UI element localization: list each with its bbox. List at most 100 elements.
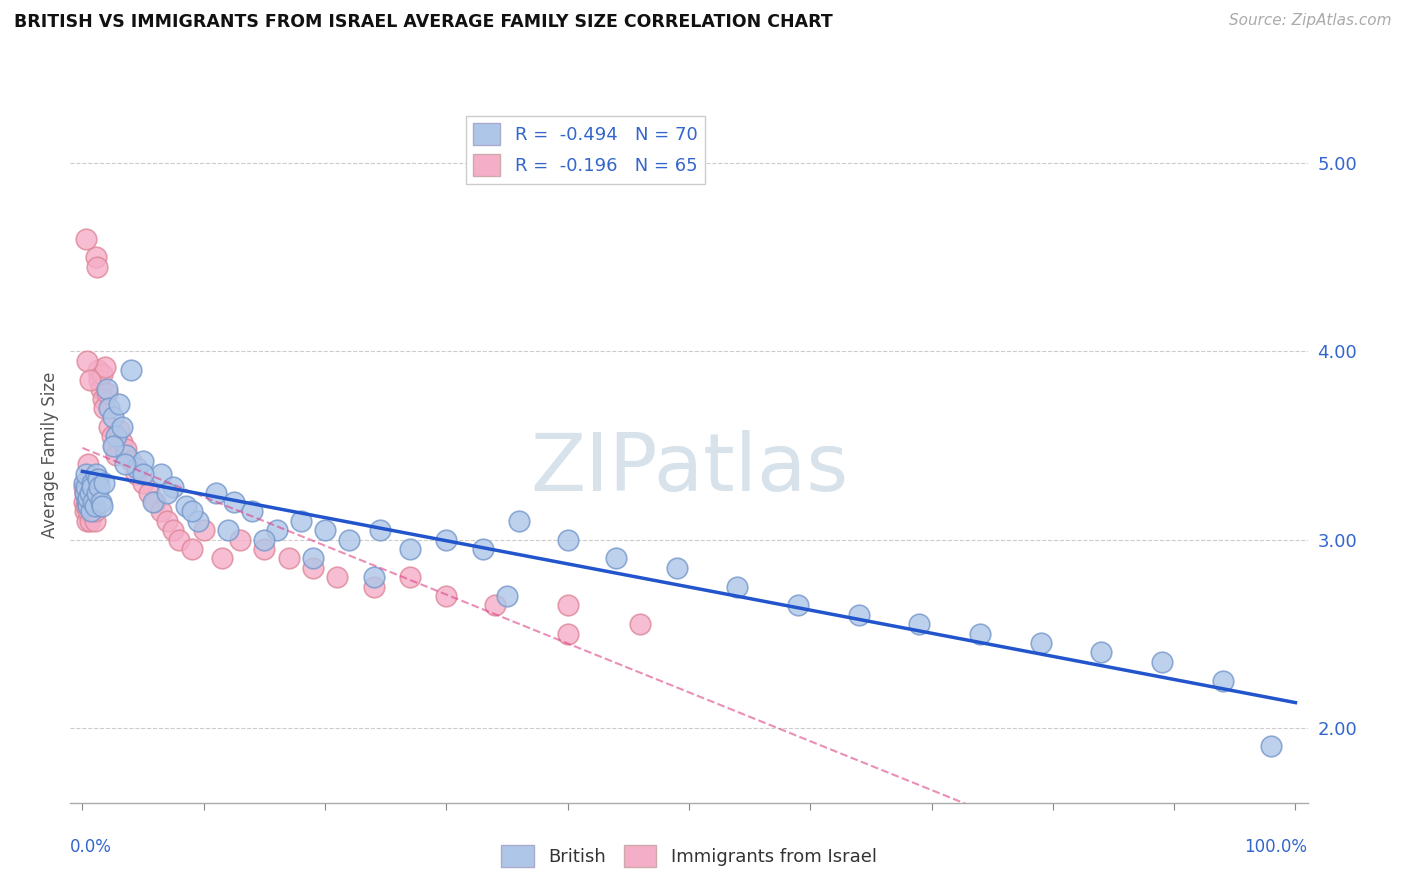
Point — [125, 461, 148, 475]
Point — [91, 392, 114, 406]
Point — [508, 514, 530, 528]
Point — [72, 480, 94, 494]
Point — [82, 480, 104, 494]
Point — [180, 541, 202, 556]
Legend: R =  -0.494   N = 70, R =  -0.196   N = 65: R = -0.494 N = 70, R = -0.196 N = 65 — [465, 116, 704, 184]
Point — [363, 580, 385, 594]
Point — [848, 607, 870, 622]
Text: Source: ZipAtlas.com: Source: ZipAtlas.com — [1229, 13, 1392, 29]
Point — [557, 533, 579, 547]
Point — [290, 514, 312, 528]
Text: ZIPatlas: ZIPatlas — [530, 430, 848, 508]
Y-axis label: Average Family Size: Average Family Size — [41, 372, 59, 538]
Point — [84, 251, 107, 265]
Point — [143, 495, 166, 509]
Point — [79, 495, 101, 509]
Text: BRITISH VS IMMIGRANTS FROM ISRAEL AVERAGE FAMILY SIZE CORRELATION CHART: BRITISH VS IMMIGRANTS FROM ISRAEL AVERAG… — [14, 13, 832, 31]
Point — [83, 499, 105, 513]
Point — [326, 570, 349, 584]
Point — [90, 499, 112, 513]
Point — [87, 472, 110, 486]
Point — [229, 533, 252, 547]
Legend: British, Immigrants from Israel: British, Immigrants from Israel — [494, 838, 884, 874]
Point — [1260, 739, 1282, 754]
Point — [665, 560, 688, 574]
Point — [253, 533, 276, 547]
Point — [132, 476, 155, 491]
Point — [87, 363, 110, 377]
Point — [93, 476, 115, 491]
Point — [76, 354, 98, 368]
Point — [77, 485, 100, 500]
Point — [96, 382, 118, 396]
Point — [434, 533, 457, 547]
Point — [1090, 645, 1112, 659]
Point — [908, 617, 931, 632]
Point — [105, 448, 128, 462]
Point — [76, 491, 98, 505]
Point — [138, 485, 160, 500]
Point — [77, 491, 100, 505]
Point — [76, 495, 98, 509]
Point — [73, 485, 96, 500]
Point — [222, 495, 245, 509]
Point — [162, 523, 184, 537]
Point — [82, 480, 104, 494]
Point — [73, 485, 96, 500]
Point — [115, 448, 138, 462]
Point — [125, 467, 148, 481]
Point — [72, 476, 94, 491]
Point — [82, 495, 104, 509]
Point — [302, 551, 325, 566]
Point — [368, 523, 391, 537]
Point — [79, 514, 101, 528]
Point — [73, 504, 96, 518]
Point — [187, 514, 209, 528]
Point — [77, 504, 100, 518]
Point — [75, 467, 97, 481]
Point — [193, 523, 215, 537]
Point — [162, 480, 184, 494]
Point — [628, 617, 651, 632]
Point — [142, 495, 165, 509]
Point — [156, 514, 179, 528]
Point — [86, 485, 108, 500]
Point — [266, 523, 288, 537]
Point — [89, 480, 111, 494]
Point — [89, 373, 111, 387]
Point — [100, 429, 122, 443]
Point — [211, 551, 233, 566]
Point — [101, 438, 124, 452]
Text: 0.0%: 0.0% — [70, 838, 112, 856]
Point — [105, 429, 128, 443]
Point — [156, 485, 179, 500]
Point — [399, 570, 422, 584]
Point — [96, 385, 118, 400]
Point — [82, 495, 104, 509]
Point — [80, 504, 103, 518]
Point — [75, 480, 97, 494]
Point — [787, 599, 810, 613]
Point — [1212, 673, 1234, 688]
Point — [82, 499, 104, 513]
Point — [111, 434, 134, 449]
Point — [969, 626, 991, 640]
Point — [94, 359, 117, 374]
Point — [108, 397, 131, 411]
Point — [75, 499, 97, 513]
Point — [302, 560, 325, 574]
Point — [111, 419, 134, 434]
Point — [75, 476, 97, 491]
Point — [77, 499, 100, 513]
Point — [115, 442, 138, 457]
Point — [93, 401, 115, 415]
Point — [557, 599, 579, 613]
Point — [82, 491, 104, 505]
Point — [83, 504, 105, 518]
Point — [80, 504, 103, 518]
Point — [314, 523, 336, 537]
Point — [205, 485, 228, 500]
Point — [132, 467, 155, 481]
Point — [557, 626, 579, 640]
Point — [337, 533, 360, 547]
